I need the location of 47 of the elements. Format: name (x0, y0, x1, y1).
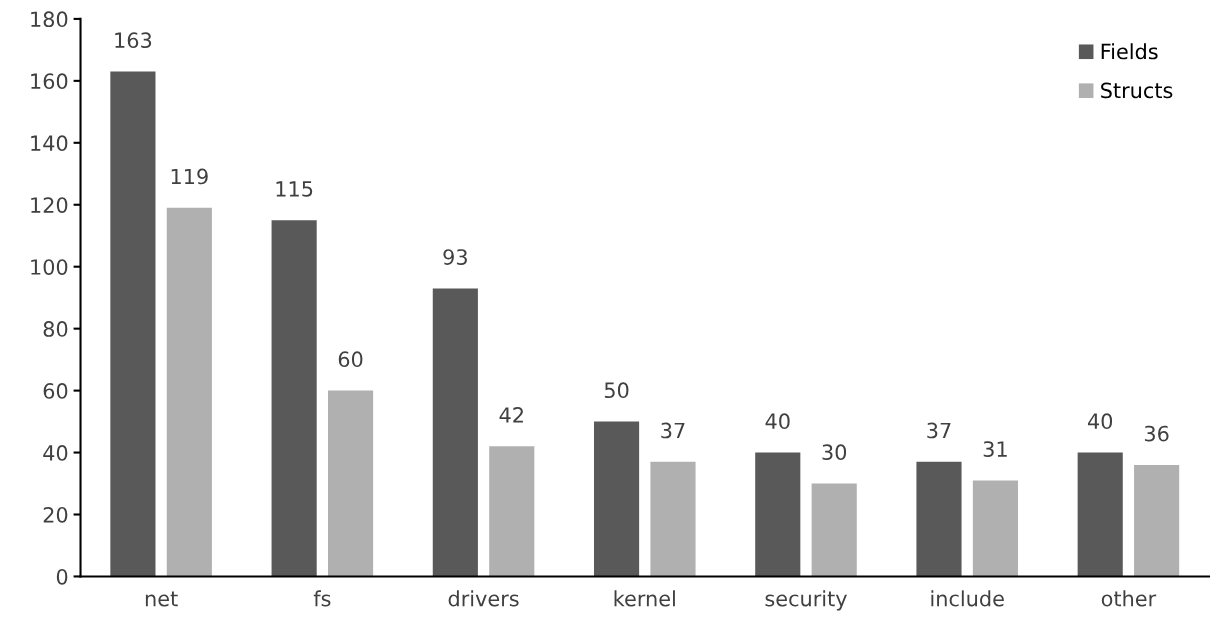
x-tick-label: drivers (448, 590, 519, 607)
bar (1077, 452, 1123, 577)
data-label: 30 (822, 444, 847, 461)
bar (327, 390, 374, 577)
data-label: 37 (661, 422, 685, 439)
data-label: 40 (765, 413, 790, 430)
x-tick-label: other (1101, 590, 1157, 607)
bar (432, 288, 478, 577)
bar (972, 480, 1018, 577)
data-label: 31 (983, 441, 1007, 457)
data-label: 93 (443, 249, 467, 265)
y-tick-label: 80 (43, 321, 68, 337)
data-label: 119 (171, 168, 208, 185)
data-label: 37 (927, 422, 951, 439)
bar (916, 461, 962, 577)
bar (1134, 464, 1180, 577)
y-tick-label: 20 (43, 506, 68, 523)
bar (755, 452, 801, 577)
bar (166, 207, 212, 577)
data-label: 60 (338, 351, 363, 368)
bar (811, 483, 857, 577)
data-label: 115 (276, 181, 313, 197)
y-tick-label: 160 (31, 73, 68, 90)
bar (489, 446, 535, 577)
data-label: 36 (1144, 425, 1169, 442)
data-label: 50 (604, 382, 629, 399)
y-tick-label: 40 (43, 445, 68, 461)
data-label: 42 (499, 407, 523, 423)
y-tick-label: 180 (31, 11, 68, 28)
y-tick-label: 140 (31, 135, 68, 152)
bar (650, 461, 696, 577)
legend-label: Fields (1101, 43, 1158, 60)
bar (271, 220, 317, 577)
y-tick-label: 60 (43, 383, 68, 399)
data-label: 163 (115, 32, 152, 49)
bar (110, 71, 156, 577)
y-tick-label: 100 (31, 259, 68, 275)
legend-label: Structs (1101, 82, 1173, 99)
data-label: 40 (1087, 413, 1113, 430)
x-tick-label: include (931, 590, 1004, 607)
x-tick-label: security (765, 590, 847, 611)
y-tick-label: 0 (56, 568, 68, 585)
x-tick-label: kernel (614, 590, 675, 607)
bar (593, 421, 640, 577)
x-tick-label: net (145, 591, 178, 607)
x-tick-label: fs (313, 590, 331, 607)
y-tick-label: 120 (31, 197, 68, 213)
